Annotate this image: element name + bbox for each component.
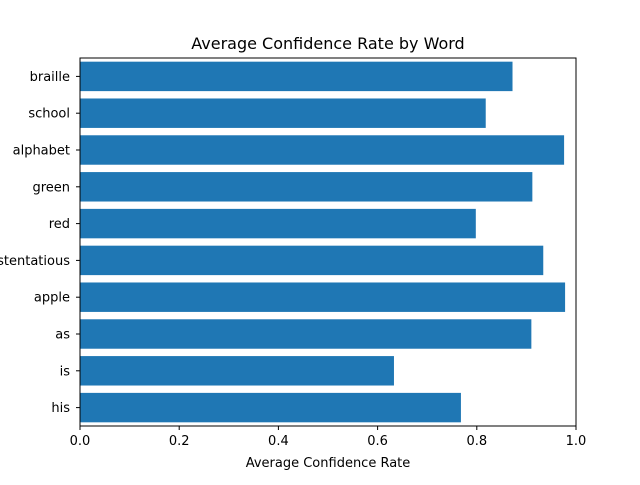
bar-school bbox=[80, 98, 486, 128]
y-tick-label: braille bbox=[30, 70, 70, 85]
x-tick-label: 0.2 bbox=[169, 434, 190, 449]
bar-braille bbox=[80, 61, 513, 92]
y-tick-label: as bbox=[55, 328, 70, 343]
x-tick-label: 0.4 bbox=[268, 434, 289, 449]
y-tick-label: ostentatious bbox=[0, 254, 70, 269]
bar-red bbox=[80, 208, 476, 239]
y-tick-label: alphabet bbox=[13, 144, 70, 159]
x-tick-label: 0.6 bbox=[367, 434, 388, 449]
y-tick-label: green bbox=[32, 180, 70, 195]
bar-his bbox=[80, 392, 461, 423]
x-axis-label: Average Confidence Rate bbox=[246, 456, 411, 471]
x-axis-ticks: 0.0 0.2 0.4 0.6 0.8 1.0 bbox=[70, 426, 587, 449]
chart-title: Average Confidence Rate by Word bbox=[191, 34, 464, 53]
y-axis-ticks: braille school alphabet green red ostentatiou… bbox=[0, 70, 80, 416]
bars-group bbox=[80, 61, 566, 423]
bar-green bbox=[80, 172, 533, 202]
y-tick-label: is bbox=[60, 364, 71, 379]
y-tick-label: apple bbox=[34, 291, 70, 306]
y-tick-label: school bbox=[28, 107, 70, 122]
bar-apple bbox=[80, 282, 566, 312]
bar-alphabet bbox=[80, 135, 565, 165]
x-tick-label: 0.0 bbox=[70, 434, 91, 449]
bar-ostentatious bbox=[80, 245, 544, 276]
plot-frame bbox=[79, 57, 577, 427]
bar-as bbox=[80, 319, 532, 349]
bar-is bbox=[80, 356, 394, 386]
y-tick-label: red bbox=[49, 217, 70, 232]
y-tick-label: his bbox=[51, 401, 70, 416]
x-tick-label: 0.8 bbox=[466, 434, 487, 449]
x-tick-label: 1.0 bbox=[566, 434, 587, 449]
